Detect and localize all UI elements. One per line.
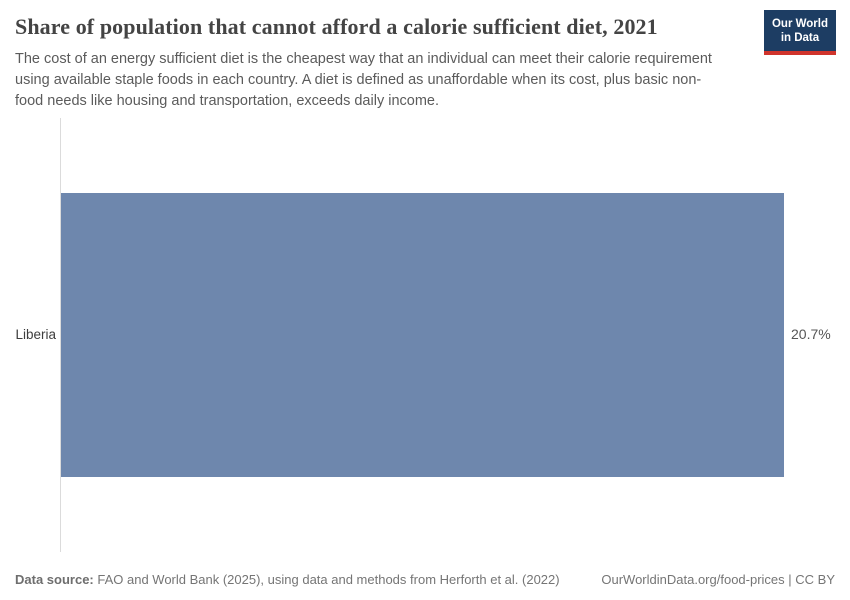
bar-liberia[interactable] xyxy=(61,193,784,477)
y-axis-line xyxy=(60,118,61,552)
owid-url-license-link[interactable]: OurWorldinData.org/food-prices | CC BY xyxy=(601,572,835,587)
chart-header: Share of population that cannot afford a… xyxy=(15,14,760,112)
page-title: Share of population that cannot afford a… xyxy=(15,14,658,39)
data-source-label: Data source: xyxy=(15,572,94,587)
owid-logo-line2: in Data xyxy=(780,32,820,45)
owid-logo-line1: Our World xyxy=(771,18,828,30)
data-source-text: FAO and World Bank (2025), using data an… xyxy=(93,572,560,587)
owid-logo[interactable]: Our World in Data xyxy=(763,10,836,55)
chart-footer: Data source: FAO and World Bank (2025), … xyxy=(15,572,835,587)
plot-area xyxy=(61,118,784,552)
chart-subtitle: The cost of an energy sufficient diet is… xyxy=(15,51,712,110)
entity-label: Liberia xyxy=(15,327,56,342)
data-source-note: Data source: FAO and World Bank (2025), … xyxy=(15,572,560,587)
value-label: 20.7% xyxy=(791,326,831,342)
